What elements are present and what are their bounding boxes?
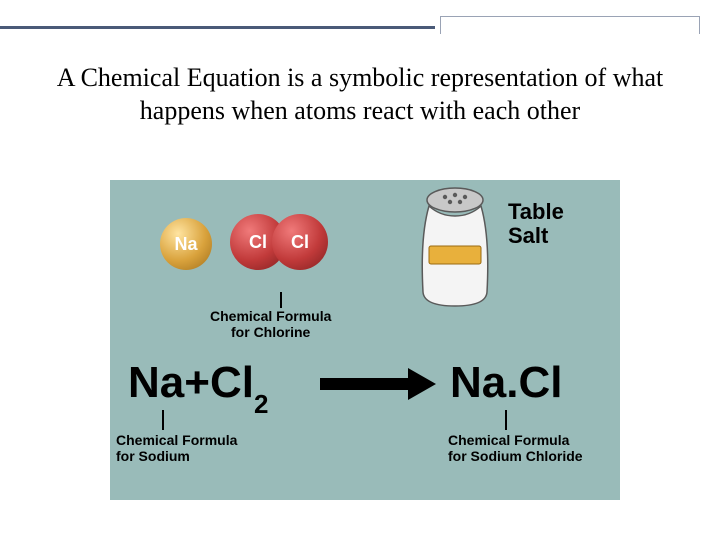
molecules-row: Na Cl Cl Table Salt xyxy=(110,188,620,298)
tick-sodium-chloride xyxy=(505,410,507,430)
sodium-atom: Na xyxy=(160,218,212,270)
label-sodium-formula: Chemical Formula for Sodium xyxy=(116,432,237,464)
reaction-arrow-icon xyxy=(318,364,438,415)
accent-line xyxy=(0,26,435,29)
label-sodium-chloride-formula: Chemical Formula for Sodium Chloride xyxy=(448,432,583,464)
tick-sodium xyxy=(162,410,164,430)
header-accent xyxy=(0,16,720,36)
equation-reactants: Na+Cl2 xyxy=(128,358,268,414)
chemical-figure: Na Cl Cl Table Salt Chemical Formula for… xyxy=(110,180,620,500)
shaker-label xyxy=(429,246,481,264)
chlorine-atom-2: Cl xyxy=(272,214,328,270)
page-title: A Chemical Equation is a symbolic repres… xyxy=(30,62,690,127)
shaker-cap xyxy=(427,188,483,212)
tick-chlorine xyxy=(280,292,282,308)
salt-shaker xyxy=(410,182,500,312)
equation-products: Na.Cl xyxy=(450,358,562,408)
accent-box xyxy=(440,16,700,34)
table-salt-label: Table Salt xyxy=(508,200,564,248)
label-chlorine-formula: Chemical Formula for Chlorine xyxy=(210,308,331,340)
